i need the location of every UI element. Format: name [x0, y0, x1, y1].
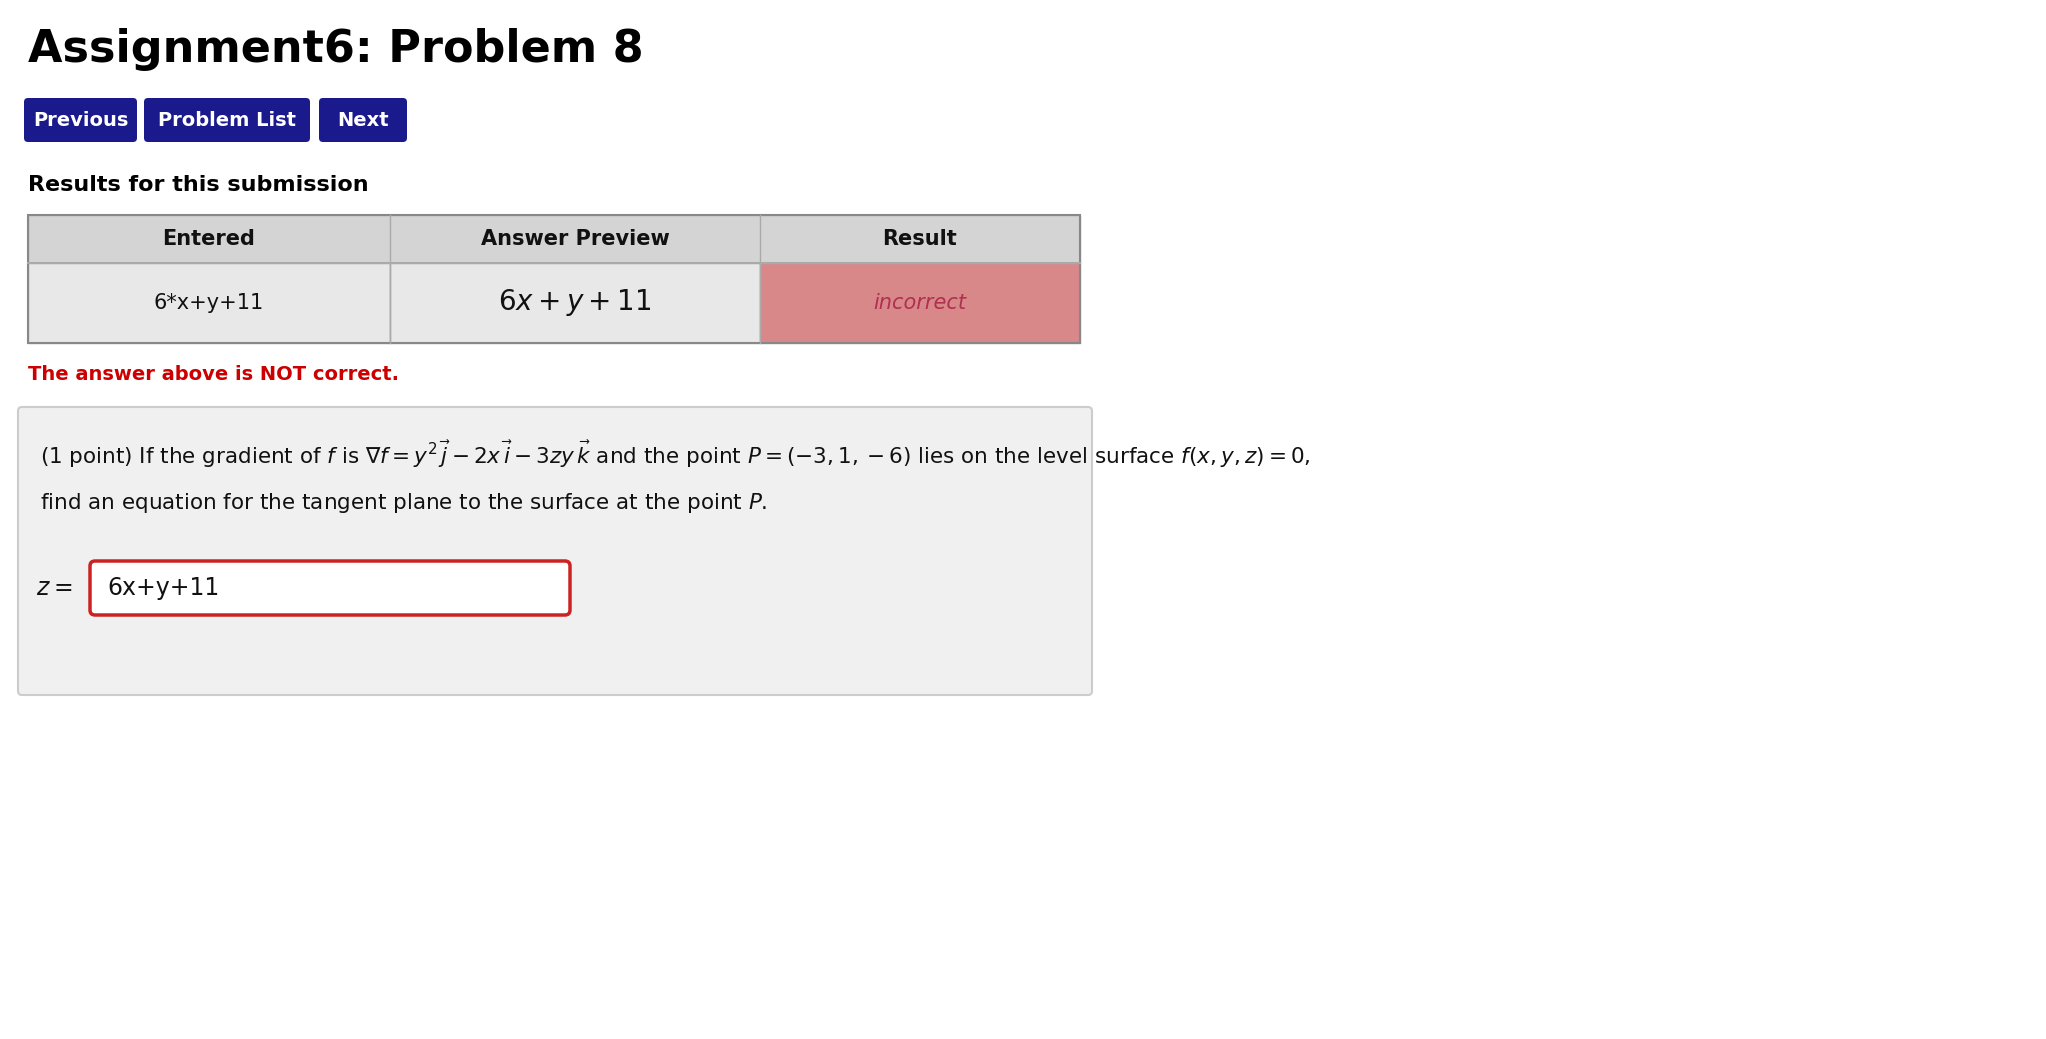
- Text: 6*x+y+11: 6*x+y+11: [153, 293, 264, 313]
- Bar: [29, 215, 1080, 343]
- Text: Next: Next: [338, 110, 389, 130]
- Text: Entered: Entered: [162, 229, 256, 249]
- Bar: [759, 263, 1080, 343]
- Bar: [29, 215, 1080, 263]
- Text: $6x + y + 11$: $6x + y + 11$: [499, 288, 651, 319]
- FancyBboxPatch shape: [90, 561, 571, 615]
- Text: incorrect: incorrect: [874, 293, 966, 313]
- Text: Problem List: Problem List: [158, 110, 297, 130]
- Text: find an equation for the tangent plane to the surface at the point $P$.: find an equation for the tangent plane t…: [41, 491, 767, 515]
- Text: Results for this submission: Results for this submission: [29, 175, 368, 195]
- FancyBboxPatch shape: [143, 98, 311, 142]
- Text: Answer Preview: Answer Preview: [481, 229, 669, 249]
- Text: The answer above is NOT correct.: The answer above is NOT correct.: [29, 365, 399, 384]
- Text: Assignment6: Problem 8: Assignment6: Problem 8: [29, 28, 644, 71]
- Text: 6x+y+11: 6x+y+11: [106, 576, 219, 600]
- Text: (1 point) If the gradient of $f$ is $\nabla f = y^2\,\vec{j} - 2x\,\vec{i} - 3zy: (1 point) If the gradient of $f$ is $\na…: [41, 439, 1311, 470]
- FancyBboxPatch shape: [25, 98, 137, 142]
- Text: Result: Result: [882, 229, 958, 249]
- Text: $z =$: $z =$: [37, 576, 72, 600]
- FancyBboxPatch shape: [319, 98, 407, 142]
- Bar: [391, 263, 759, 343]
- Text: Previous: Previous: [33, 110, 129, 130]
- FancyBboxPatch shape: [18, 407, 1093, 695]
- Bar: [29, 263, 391, 343]
